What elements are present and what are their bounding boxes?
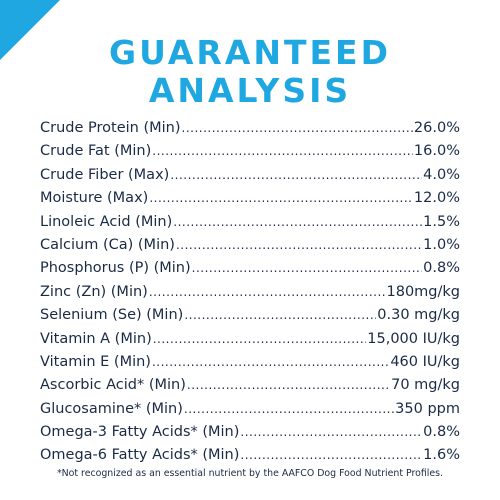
- nutrient-value: 4.0%: [423, 166, 460, 183]
- title-line-1: GUARANTEED: [109, 33, 391, 72]
- dot-leader: [153, 328, 367, 351]
- nutrient-label: Omega-6 Fatty Acids* (Min): [40, 447, 240, 464]
- nutrient-value: 350 ppm: [395, 400, 460, 417]
- nutrient-value: 70 mg/kg: [391, 377, 460, 394]
- nutrient-label: Crude Protein (Min): [40, 120, 181, 136]
- nutrient-row-calcium: Calcium (Ca) (Min) 1.0%: [40, 234, 460, 257]
- dot-leader: [184, 398, 394, 421]
- nutrient-label: Selenium (Se) (Min): [40, 307, 184, 324]
- dot-leader: [192, 257, 423, 280]
- nutrient-label: Ascorbic Acid* (Min): [40, 377, 186, 394]
- nutrient-label: Omega-3 Fatty Acids* (Min): [40, 424, 240, 441]
- nutrient-value: 1.0%: [423, 236, 460, 253]
- nutrient-value: 16.0%: [413, 143, 460, 160]
- nutrient-value: 1.5%: [423, 213, 460, 230]
- nutrient-row-crude-fiber: Crude Fiber (Max) 4.0%: [40, 164, 460, 187]
- nutrient-label: Crude Fiber (Max): [40, 166, 170, 183]
- nutrient-list: Crude Protein (Min) 26.0% Crude Fat (Min…: [40, 117, 460, 468]
- nutrient-label: Calcium (Ca) (Min): [40, 236, 175, 253]
- nutrient-value: 0.8%: [423, 424, 460, 441]
- nutrient-value: 0.8%: [423, 260, 460, 277]
- nutrient-label: Linoleic Acid (Min): [40, 213, 173, 230]
- nutrient-row-crude-fat: Crude Fat (Min) 16.0%: [40, 140, 460, 163]
- dot-leader: [240, 444, 422, 467]
- dot-leader: [173, 211, 422, 234]
- dot-leader: [176, 234, 422, 257]
- nutrient-label: Vitamin E (Min): [40, 353, 151, 370]
- nutrient-value: 26.0%: [413, 120, 460, 136]
- nutrient-label: Vitamin A (Min): [40, 330, 152, 347]
- nutrient-row-phosphorus: Phosphorus (P) (Min) 0.8%: [40, 257, 460, 280]
- footnote: *Not recognized as an essential nutrient…: [56, 468, 444, 479]
- nutrient-value: 180mg/kg: [386, 283, 461, 300]
- nutrient-value: 15,000 IU/kg: [367, 330, 460, 347]
- nutrient-label: Moisture (Max): [40, 190, 149, 207]
- dot-leader: [184, 304, 376, 327]
- nutrient-row-glucosamine: Glucosamine* (Min) 350 ppm: [40, 398, 460, 421]
- dot-leader: [149, 187, 413, 210]
- dot-leader: [152, 351, 389, 374]
- dot-leader: [152, 140, 413, 163]
- nutrient-label: Phosphorus (P) (Min): [40, 260, 191, 277]
- dot-leader: [187, 374, 390, 397]
- nutrient-row-omega-6: Omega-6 Fatty Acids* (Min) 1.6%: [40, 444, 460, 467]
- dot-leader: [149, 281, 386, 304]
- nutrient-row-zinc: Zinc (Zn) (Min) 180mg/kg: [40, 281, 460, 304]
- nutrient-row-crude-protein: Crude Protein (Min) 26.0%: [40, 117, 460, 140]
- nutrient-row-selenium: Selenium (Se) (Min) 0.30 mg/kg: [40, 304, 460, 327]
- nutrient-value: 460 IU/kg: [390, 353, 460, 370]
- nutrient-row-vitamin-a: Vitamin A (Min) 15,000 IU/kg: [40, 328, 460, 351]
- dot-leader: [182, 117, 413, 140]
- nutrient-value: 12.0%: [413, 190, 460, 207]
- nutrient-label: Glucosamine* (Min): [40, 400, 183, 417]
- nutrient-row-linoleic-acid: Linoleic Acid (Min) 1.5%: [40, 211, 460, 234]
- dot-leader: [240, 421, 422, 444]
- nutrient-row-omega-3: Omega-3 Fatty Acids* (Min) 0.8%: [40, 421, 460, 444]
- nutrient-label: Crude Fat (Min): [40, 143, 152, 160]
- nutrient-row-vitamin-e: Vitamin E (Min) 460 IU/kg: [40, 351, 460, 374]
- corner-accent-triangle: [0, 0, 60, 60]
- nutrient-label: Zinc (Zn) (Min): [40, 283, 148, 300]
- nutrient-row-moisture: Moisture (Max) 12.0%: [40, 187, 460, 210]
- nutrient-row-ascorbic-acid: Ascorbic Acid* (Min) 70 mg/kg: [40, 374, 460, 397]
- nutrient-value: 1.6%: [423, 447, 460, 464]
- dot-leader: [170, 164, 422, 187]
- nutrient-value: 0.30 mg/kg: [377, 307, 460, 324]
- title-line-2: ANALYSIS: [148, 71, 352, 110]
